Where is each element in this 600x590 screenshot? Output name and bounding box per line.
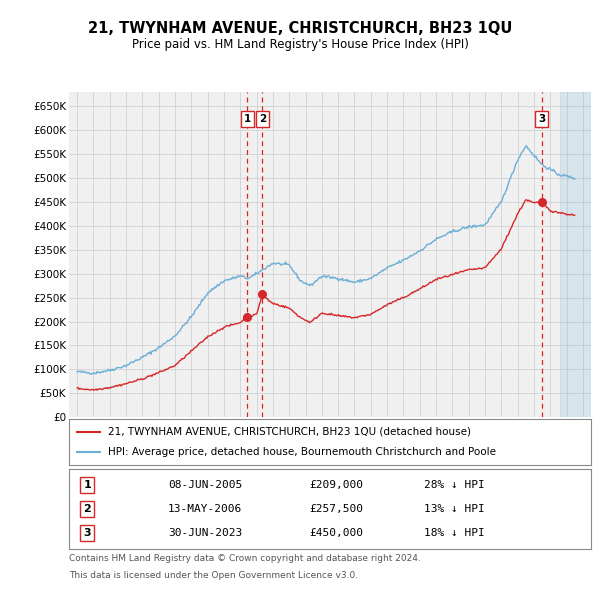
Text: Price paid vs. HM Land Registry's House Price Index (HPI): Price paid vs. HM Land Registry's House … [131, 38, 469, 51]
Text: 2: 2 [83, 504, 91, 514]
Text: 2: 2 [259, 114, 266, 124]
Text: 08-JUN-2005: 08-JUN-2005 [168, 480, 242, 490]
Text: 13-MAY-2006: 13-MAY-2006 [168, 504, 242, 514]
Text: Contains HM Land Registry data © Crown copyright and database right 2024.: Contains HM Land Registry data © Crown c… [69, 554, 421, 563]
Text: £257,500: £257,500 [309, 504, 363, 514]
Text: 30-JUN-2023: 30-JUN-2023 [168, 528, 242, 538]
Text: £450,000: £450,000 [309, 528, 363, 538]
Bar [560, 92, 591, 417]
Text: 28% ↓ HPI: 28% ↓ HPI [424, 480, 485, 490]
Text: 18% ↓ HPI: 18% ↓ HPI [424, 528, 485, 538]
Text: This data is licensed under the Open Government Licence v3.0.: This data is licensed under the Open Gov… [69, 571, 358, 579]
Text: 1: 1 [83, 480, 91, 490]
Text: 3: 3 [83, 528, 91, 538]
Text: 21, TWYNHAM AVENUE, CHRISTCHURCH, BH23 1QU: 21, TWYNHAM AVENUE, CHRISTCHURCH, BH23 1… [88, 21, 512, 35]
Text: HPI: Average price, detached house, Bournemouth Christchurch and Poole: HPI: Average price, detached house, Bour… [108, 447, 496, 457]
Text: 21, TWYNHAM AVENUE, CHRISTCHURCH, BH23 1QU (detached house): 21, TWYNHAM AVENUE, CHRISTCHURCH, BH23 1… [108, 427, 471, 437]
Text: 3: 3 [538, 114, 545, 124]
Text: 13% ↓ HPI: 13% ↓ HPI [424, 504, 485, 514]
Text: 1: 1 [244, 114, 251, 124]
Text: £209,000: £209,000 [309, 480, 363, 490]
